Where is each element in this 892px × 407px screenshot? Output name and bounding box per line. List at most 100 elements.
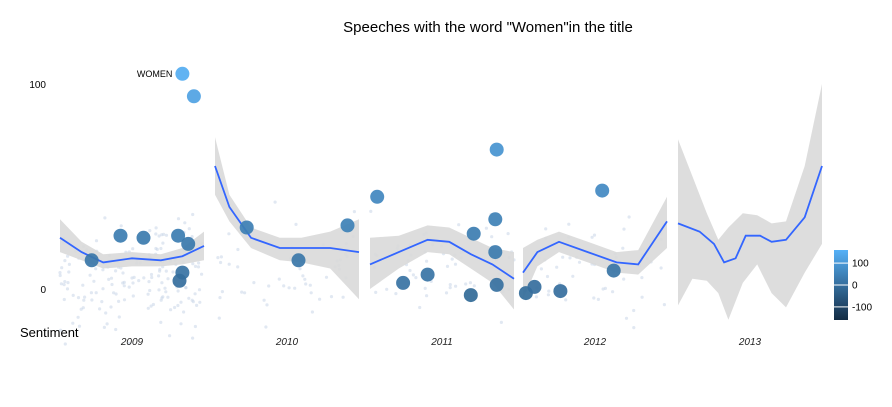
background-point (571, 274, 575, 278)
background-point (160, 296, 164, 300)
background-point (627, 215, 631, 219)
y-tick-label: 100 (29, 80, 46, 91)
background-point (252, 281, 256, 285)
background-point (577, 260, 582, 264)
background-point (450, 257, 454, 261)
background-point (79, 307, 83, 311)
background-point (298, 267, 302, 271)
background-point (464, 282, 468, 286)
background-point (499, 320, 503, 324)
background-point (127, 341, 131, 346)
data-point (181, 236, 196, 251)
data-point (527, 279, 542, 294)
background-point (92, 279, 96, 283)
background-point (77, 324, 82, 328)
background-point (117, 315, 121, 319)
background-point (159, 246, 163, 251)
background-point (67, 270, 71, 274)
background-point (159, 320, 163, 324)
background-point (65, 287, 70, 291)
background-point (63, 259, 67, 263)
background-point (418, 305, 422, 310)
background-point (114, 292, 118, 296)
data-point (186, 89, 201, 104)
background-point (112, 291, 116, 295)
background-point (184, 286, 188, 290)
background-point (309, 291, 313, 295)
background-point (308, 283, 312, 287)
background-point (190, 235, 194, 239)
background-point (590, 235, 594, 239)
background-point (94, 267, 98, 271)
data-point (175, 66, 190, 81)
background-point (67, 262, 71, 266)
background-point (568, 256, 572, 260)
background-point (179, 322, 183, 326)
background-point (101, 268, 105, 272)
point-annotation: WOMEN (137, 69, 173, 79)
confidence-band (523, 196, 667, 300)
background-point (425, 259, 429, 263)
background-point (166, 295, 170, 299)
background-point (83, 295, 87, 299)
background-point (164, 269, 168, 273)
background-point (197, 288, 202, 292)
background-point (88, 273, 92, 277)
facet-label: 2013 (738, 337, 762, 348)
background-point (94, 239, 99, 243)
background-point (468, 281, 472, 285)
background-point (158, 269, 162, 273)
background-point (183, 221, 187, 225)
background-point (448, 286, 452, 290)
background-point (191, 212, 195, 217)
background-point (273, 200, 277, 204)
background-point (59, 282, 64, 286)
facet-panels: WOMEN 2009 2010 2011 2012 2013 (59, 66, 823, 348)
background-point (640, 295, 644, 299)
background-point (146, 306, 150, 310)
background-point (109, 305, 113, 309)
background-point (561, 255, 565, 259)
background-point (89, 291, 93, 295)
background-point (122, 298, 127, 302)
background-point (146, 292, 150, 296)
background-point (121, 271, 125, 275)
background-point (220, 290, 224, 294)
data-point (291, 253, 306, 268)
background-point (445, 264, 450, 268)
background-point (94, 291, 98, 295)
background-point (66, 281, 70, 285)
background-point (168, 334, 172, 338)
background-point (182, 310, 186, 314)
background-point (176, 289, 180, 293)
background-point (262, 298, 266, 302)
background-point (162, 232, 166, 236)
background-point (444, 291, 449, 295)
background-point (171, 270, 175, 274)
confidence-band (215, 137, 359, 300)
background-point (624, 316, 629, 320)
data-point (370, 189, 385, 204)
background-point (60, 266, 64, 270)
background-point (243, 291, 247, 295)
smooth-line (369, 238, 515, 280)
background-point (148, 229, 152, 233)
background-point (58, 271, 62, 275)
background-point (103, 216, 107, 220)
smooth-line (59, 237, 205, 264)
background-point (632, 308, 636, 313)
colorbar-tick-label: -100 (852, 302, 872, 313)
background-point (287, 286, 291, 290)
background-point (82, 298, 86, 302)
background-point (539, 267, 544, 271)
background-point (425, 294, 429, 298)
background-point (218, 296, 222, 300)
background-point (196, 265, 201, 269)
background-point (164, 233, 169, 237)
background-point (329, 295, 334, 299)
background-point (621, 246, 625, 250)
background-point (219, 255, 223, 259)
background-point (408, 268, 412, 273)
background-point (131, 294, 135, 298)
background-point (352, 210, 356, 214)
